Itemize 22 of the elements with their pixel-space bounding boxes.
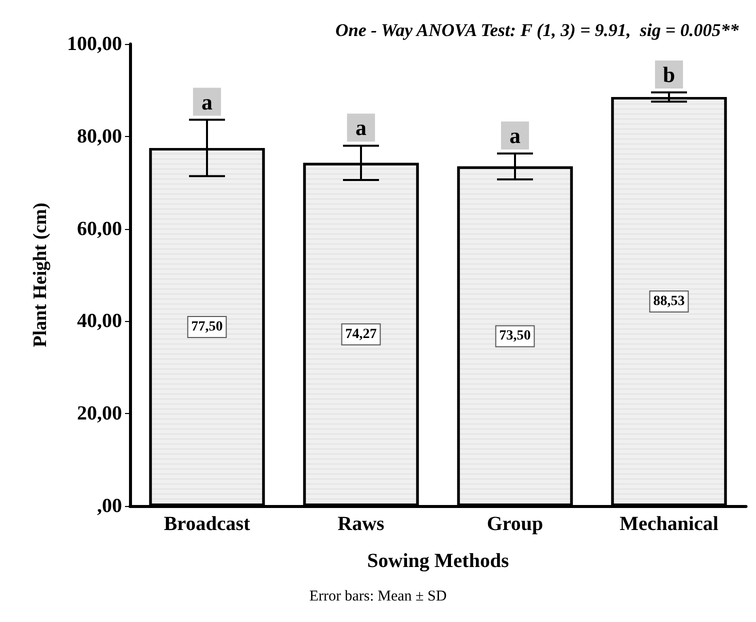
y-tick-label: 80,00 (77, 125, 122, 148)
annotation: a (356, 115, 366, 140)
annotation: a (510, 122, 520, 148)
data-label: 74,27 (345, 326, 377, 342)
text: Error bars: Mean ± SD (309, 588, 447, 604)
x-tick-label: Raws (338, 513, 385, 535)
y-tick-label: 100,00 (67, 33, 122, 55)
annotation: a (202, 89, 212, 114)
x-axis-title: Sowing Methods (367, 550, 510, 572)
y-tick-label: 20,00 (77, 402, 122, 425)
annotation: b (662, 62, 676, 88)
y-axis-title: Plant Height (cm) (30, 202, 51, 348)
data-label: 73,50 (499, 328, 531, 344)
chart-title: One - Way ANOVA Test: F (1, 3) = 9.91, sig = 0.005** (335, 20, 740, 40)
data-label: 88,53 (653, 294, 685, 309)
x-tick-label: Broadcast (164, 513, 250, 535)
y-tick-label: ,00 (97, 495, 122, 517)
y-tick-label: 60,00 (77, 218, 122, 240)
y-tick-label: 40,00 (77, 310, 122, 332)
x-tick-label: Mechanical (620, 513, 719, 535)
data-label: 77,50 (191, 319, 223, 334)
x-tick-label: Group (486, 513, 544, 535)
